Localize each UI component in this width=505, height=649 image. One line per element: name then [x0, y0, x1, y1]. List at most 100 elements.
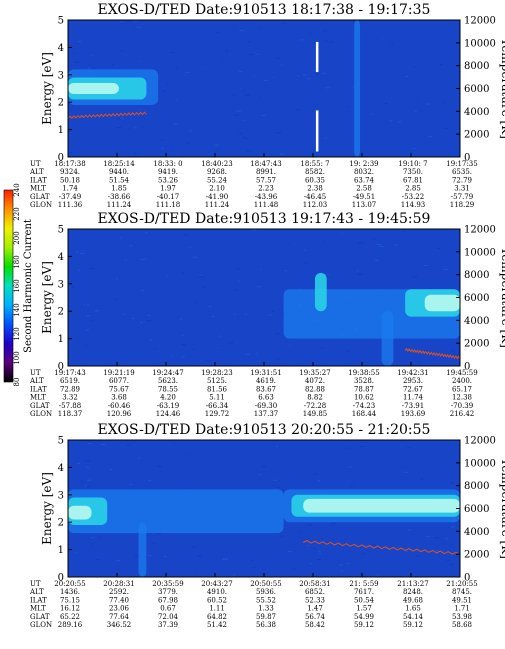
noise-speck	[148, 480, 152, 482]
noise-speck	[89, 267, 94, 269]
noise-speck	[75, 61, 79, 63]
table-cell: 6.63	[258, 394, 274, 402]
table-row-label: MLT	[30, 394, 46, 402]
noise-speck	[221, 345, 224, 347]
noise-speck	[450, 482, 454, 484]
noise-speck	[360, 446, 365, 448]
noise-speck	[451, 350, 455, 352]
noise-speck	[407, 529, 412, 531]
table-cell: 19:38:55	[348, 369, 379, 377]
noise-speck	[85, 329, 89, 331]
noise-speck	[446, 559, 451, 561]
noise-speck	[116, 127, 122, 129]
table-cell: -43.96	[255, 193, 278, 201]
table-cell: 111.24	[205, 201, 230, 209]
noise-speck	[94, 310, 100, 312]
noise-speck	[357, 273, 363, 275]
y2-tick-label: 10000	[464, 458, 496, 469]
orbit-table: UTALTILATMLTGLATGLON18:17:389324.50.181.…	[29, 160, 478, 209]
noise-speck	[222, 58, 224, 60]
table-row-label: ALT	[29, 168, 44, 176]
noise-speck	[120, 21, 125, 23]
noise-speck	[253, 75, 255, 77]
noise-speck	[181, 334, 184, 336]
noise-speck	[437, 248, 441, 250]
noise-speck	[231, 94, 235, 96]
noise-speck	[109, 468, 113, 470]
noise-speck	[236, 110, 242, 112]
table-cell: -66.34	[206, 402, 229, 410]
noise-speck	[141, 289, 145, 291]
noise-speck	[251, 560, 253, 562]
table-row-label: GLON	[30, 201, 52, 209]
noise-speck	[115, 560, 121, 562]
noise-speck	[136, 26, 142, 28]
noise-speck	[145, 232, 148, 234]
noise-speck	[261, 465, 266, 467]
noise-speck	[86, 315, 90, 317]
noise-speck	[425, 536, 431, 538]
y-tick-label: 0	[58, 362, 64, 373]
noise-speck	[297, 75, 300, 77]
table-cell: 19:17:43	[54, 369, 85, 377]
noise-speck	[186, 142, 191, 144]
temperature-trace	[67, 111, 147, 119]
noise-speck	[243, 119, 246, 121]
noise-speck	[132, 318, 135, 320]
noise-speck	[441, 89, 443, 91]
noise-speck	[277, 358, 280, 360]
table-cell: 346.52	[107, 621, 132, 629]
noise-speck	[119, 237, 122, 239]
table-cell: 2.10	[209, 185, 225, 193]
table-cell: 37.39	[158, 621, 178, 629]
y-tick-label: 2	[58, 307, 64, 318]
noise-speck	[252, 567, 256, 569]
noise-speck	[98, 138, 100, 140]
y-axis-label: Energy [eV]	[40, 261, 54, 334]
noise-speck	[76, 551, 78, 553]
noise-speck	[87, 304, 90, 306]
table-cell: 118.29	[450, 201, 475, 209]
noise-speck	[223, 558, 229, 560]
table-cell: -57.79	[451, 193, 473, 201]
noise-speck	[273, 76, 275, 78]
y2-tick-label: 4000	[464, 527, 489, 538]
table-cell: 52.33	[305, 596, 325, 604]
table-cell: -57.88	[59, 402, 81, 410]
table-cell: 2.58	[356, 185, 372, 193]
noise-speck	[228, 342, 234, 344]
panel-1: EXOS-D/TED Date:910513 18:17:38 - 19:17:…	[29, 2, 505, 209]
noise-speck	[181, 344, 187, 346]
orbit-table: UTALTILATMLTGLATGLON19:17:436519.72.893.…	[29, 369, 478, 418]
noise-speck	[234, 289, 239, 291]
table-cell: 77.40	[109, 596, 129, 604]
noise-speck	[306, 545, 310, 547]
table-cell: 149.85	[303, 410, 328, 418]
y2-tick-label: 0	[464, 573, 470, 584]
table-cell: 1.11	[209, 605, 225, 613]
spectral-feature-core	[68, 83, 119, 94]
noise-speck	[111, 64, 114, 66]
table-cell: 53.26	[158, 176, 179, 184]
table-cell: 19:10: 7	[398, 160, 427, 168]
noise-speck	[443, 127, 449, 129]
table-cell: 67.81	[403, 176, 423, 184]
noise-speck	[289, 344, 291, 346]
noise-speck	[120, 50, 124, 52]
y2-tick-label: 10000	[464, 247, 496, 258]
noise-speck	[69, 152, 73, 154]
noise-speck	[404, 471, 408, 473]
noise-speck	[348, 466, 353, 468]
y2-axis-label: Temperature [K]	[499, 38, 505, 139]
table-cell: 112.03	[303, 201, 328, 209]
noise-speck	[260, 269, 263, 271]
noise-speck	[146, 320, 151, 322]
noise-speck	[144, 258, 147, 260]
noise-speck	[389, 120, 393, 122]
noise-speck	[275, 486, 280, 488]
noise-speck	[374, 259, 379, 261]
table-cell: 1.47	[307, 605, 323, 613]
noise-speck	[87, 67, 91, 69]
noise-speck	[376, 244, 382, 246]
noise-speck	[259, 474, 262, 476]
